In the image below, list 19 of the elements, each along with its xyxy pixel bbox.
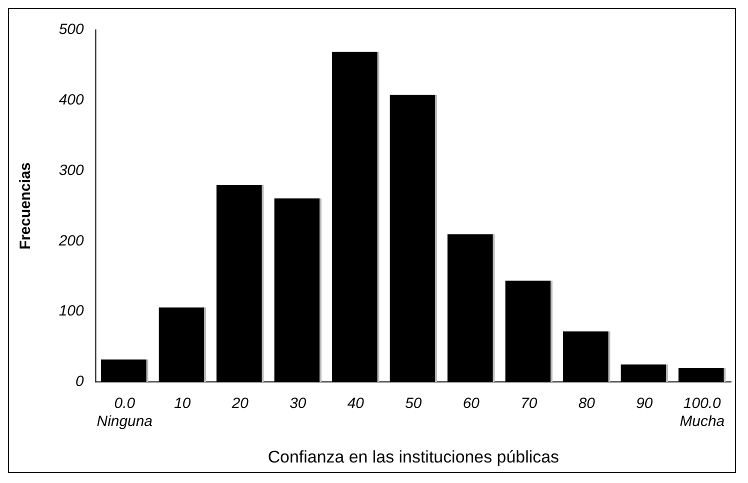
x-tick-label: 60: [462, 395, 480, 412]
x-tick-label: 10: [174, 395, 192, 412]
x-tick-label: 100.0 Mucha: [680, 395, 725, 430]
y-tick-label: 200: [58, 232, 84, 250]
y-tick-label: 500: [58, 21, 84, 38]
x-tick-label: 90: [636, 395, 654, 412]
x-tick-label: 80: [578, 395, 596, 412]
x-tick-label: 50: [405, 395, 422, 412]
x-tick-label: 40: [347, 395, 365, 412]
x-tick-label: 30: [290, 395, 307, 412]
x-tick-label: 0.0 Ninguna: [96, 395, 153, 430]
y-tick-label: 300: [58, 162, 84, 179]
x-tick-label: 20: [230, 395, 250, 412]
x-axis-title: Confianza en las instituciones públicas: [268, 448, 559, 467]
y-tick-label: 0: [76, 373, 85, 390]
y-tick-label: 100: [58, 302, 84, 320]
y-tick-label: 400: [58, 91, 84, 108]
y-axis-title: Frecuencias: [17, 162, 34, 250]
x-tick-label: 70: [520, 395, 538, 412]
